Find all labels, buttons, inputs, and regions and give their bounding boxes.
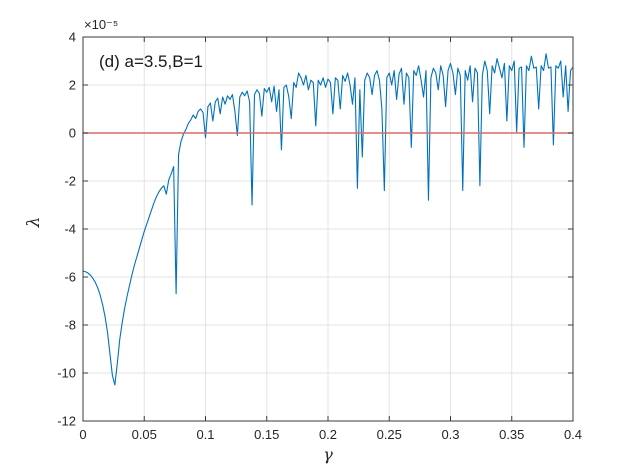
- plot-title-annotation: (d) a=3.5,B=1: [99, 52, 203, 71]
- y-tick-label: -12: [57, 414, 76, 429]
- x-tick-label: 0.4: [564, 427, 582, 442]
- y-tick-label: -2: [64, 174, 76, 189]
- x-tick-label: 0: [79, 427, 86, 442]
- y-tick-label: 4: [69, 30, 76, 45]
- x-tick-label: 0.05: [132, 427, 157, 442]
- x-tick-label: 0.2: [319, 427, 337, 442]
- y-axis-label: λ: [24, 216, 44, 228]
- y-tick-label: -6: [64, 270, 76, 285]
- x-axis-label: γ: [323, 445, 333, 464]
- lyapunov-exponent-curve: [82, 53, 574, 386]
- x-tick-label: 0.35: [499, 427, 524, 442]
- x-tick-label: 0.25: [377, 427, 402, 442]
- y-tick-label: -10: [57, 366, 76, 381]
- x-tick-label: 0.1: [196, 427, 214, 442]
- y-axis-exponent-label: ×10⁻⁵: [84, 17, 119, 32]
- y-tick-label: -8: [64, 318, 76, 333]
- y-tick-label: 2: [69, 78, 76, 93]
- y-tick-label: 0: [69, 126, 76, 141]
- x-tick-label: 0.3: [441, 427, 459, 442]
- x-tick-label: 0.15: [254, 427, 279, 442]
- y-tick-label: -4: [64, 222, 76, 237]
